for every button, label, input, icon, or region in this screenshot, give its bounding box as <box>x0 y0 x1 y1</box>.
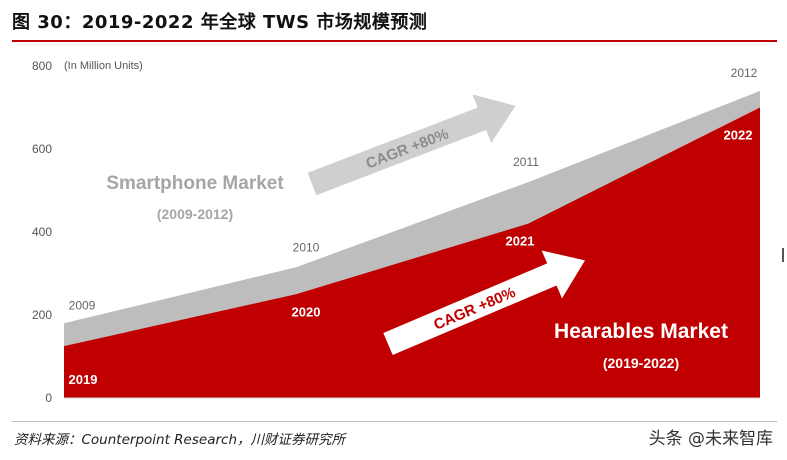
hearables-year-labels: 2019 2020 2021 2022 <box>69 128 753 388</box>
unit-label: (In Million Units) <box>64 60 143 72</box>
y-tick-label: 0 <box>45 391 52 405</box>
hearables-year-label: 2022 <box>724 128 753 143</box>
hearables-year-label: 2020 <box>292 304 321 319</box>
smartphone-cagr-arrow: CAGR +80% <box>307 94 516 196</box>
hearables-period-label: (2019-2022) <box>603 355 679 371</box>
edge-mark <box>782 248 784 262</box>
title-rule <box>12 40 777 42</box>
y-axis-ticks: 0 200 400 600 800 <box>32 59 52 405</box>
smartphone-year-labels: 2009 2010 2011 2012 <box>69 66 758 312</box>
y-tick-label: 200 <box>32 308 52 322</box>
smartphone-year-label: 2011 <box>513 155 539 169</box>
y-tick-label: 400 <box>32 225 52 239</box>
y-tick-label: 800 <box>32 59 52 73</box>
smartphone-market-label: Smartphone Market <box>106 173 284 194</box>
smartphone-year-label: 2012 <box>731 66 758 80</box>
hearables-year-label: 2019 <box>69 372 98 387</box>
smartphone-year-label: 2010 <box>293 240 320 254</box>
smartphone-period-label: (2009-2012) <box>157 206 233 222</box>
smartphone-year-label: 2009 <box>69 298 96 312</box>
hearables-market-label: Hearables Market <box>554 320 728 343</box>
y-tick-label: 600 <box>32 142 52 156</box>
watermark: 头条 @未来智库 <box>648 429 773 449</box>
bottom-rule <box>12 421 777 422</box>
source-note: 资料来源：Counterpoint Research，川财证券研究所 <box>14 432 345 448</box>
hearables-market-area <box>64 107 760 398</box>
hearables-year-label: 2021 <box>506 234 535 249</box>
figure-title: 图 30：2019-2022 年全球 TWS 市场规模预测 <box>12 12 428 33</box>
